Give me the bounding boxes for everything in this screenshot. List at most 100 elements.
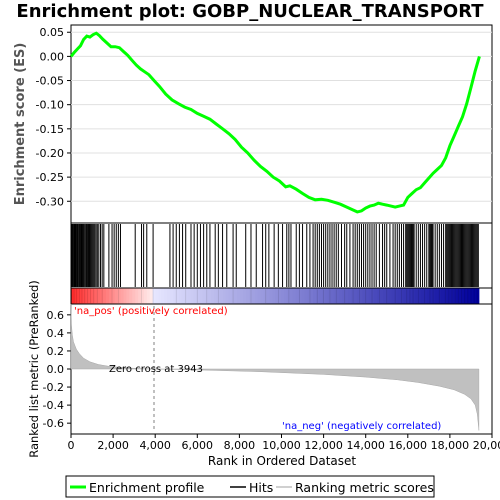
color-bar-segment xyxy=(126,288,130,304)
es-panel: 0.05 0.00 -0.05 -0.10 -0.15 -0.20 -0.25 -0.30 E… xyxy=(13,24,493,224)
color-bar-segment xyxy=(91,288,95,304)
color-bar-segment xyxy=(476,288,480,304)
es-ytick-label: 0.05 xyxy=(40,26,65,39)
color-bar-segment xyxy=(231,288,235,304)
color-bar-segment xyxy=(421,288,425,304)
color-bar-segment xyxy=(371,288,375,304)
color-bar-segment xyxy=(377,288,381,304)
color-bar-segment xyxy=(351,288,355,304)
color-bar-segment xyxy=(406,288,410,304)
es-ylabel: Enrichment score (ES) xyxy=(13,43,28,206)
color-bar-segment xyxy=(178,288,183,304)
es-ytick-label: -0.05 xyxy=(36,75,64,88)
color-bar-segment xyxy=(412,288,416,304)
es-ytick-label: -0.25 xyxy=(36,171,64,184)
x-tick-label: 8,000 xyxy=(224,439,256,452)
x-tick-label: 14,000 xyxy=(346,439,385,452)
color-bar-segment xyxy=(301,288,305,304)
color-bar-segment xyxy=(456,288,460,304)
color-bar-segment xyxy=(391,288,396,304)
color-bar-segment xyxy=(184,288,189,304)
color-bar-segment xyxy=(426,288,431,304)
color-bar-segment xyxy=(114,288,119,304)
color-bar-segment xyxy=(143,288,148,304)
x-tick-label: 4,000 xyxy=(139,439,171,452)
color-bar-segment xyxy=(138,288,142,304)
color-bar-segment xyxy=(205,288,209,304)
color-bar-segment xyxy=(135,288,139,304)
color-bar-segment xyxy=(380,288,384,304)
color-bar-segment xyxy=(359,288,364,304)
color-bar-segment xyxy=(152,288,157,304)
color-bar-segment xyxy=(246,288,250,304)
color-bar-segment xyxy=(310,288,314,304)
color-bar-segment xyxy=(450,288,454,304)
color-bar-segment xyxy=(251,288,256,304)
color-bar-segment xyxy=(71,288,75,304)
metric-panel: 0.6 0.4 0.2 0.0 -0.2 -0.4 -0.6 Zero cross at 3… xyxy=(27,280,493,458)
color-bar-segment xyxy=(260,288,265,304)
color-bar-segment xyxy=(254,288,259,304)
color-bar-segment xyxy=(432,288,437,304)
metric-ytick-label: -0.2 xyxy=(43,381,64,394)
legend-label-ranking-metric: Ranking metric scores xyxy=(295,480,434,495)
color-bar-segment xyxy=(170,288,174,304)
color-bar-segment xyxy=(248,288,253,304)
color-bar-segment xyxy=(211,288,215,304)
color-bar-segment xyxy=(383,288,387,304)
color-bar-segment xyxy=(458,288,463,304)
metric-ytick-label: 0.6 xyxy=(47,309,65,322)
color-bar-segment xyxy=(318,288,323,304)
color-bar-segment xyxy=(243,288,247,304)
color-bar-segment xyxy=(275,288,279,304)
color-bar-segment xyxy=(82,288,87,304)
color-bar-segment xyxy=(228,288,233,304)
color-bar-segment xyxy=(438,288,443,304)
color-bar-segment xyxy=(316,288,320,304)
es-ytick-label: 0.00 xyxy=(40,50,65,63)
x-tick-label: 2,000 xyxy=(97,439,129,452)
color-bar-segment xyxy=(237,288,241,304)
ranking-metric-area xyxy=(70,303,480,431)
color-bar-segment xyxy=(208,288,212,304)
es-panel-frame xyxy=(70,24,493,224)
color-bar-segment xyxy=(362,288,367,304)
color-bar-segment xyxy=(73,288,78,304)
hits-panel xyxy=(70,222,493,289)
color-bar-segment xyxy=(418,288,422,304)
zero-cross-label: Zero cross at 3943 xyxy=(109,364,203,375)
color-bar-segment xyxy=(272,288,276,304)
color-bar-segment xyxy=(295,288,300,304)
metric-ylabel: Ranked list metric (PreRanked) xyxy=(27,280,41,458)
color-bar-segment xyxy=(304,288,308,304)
color-bar-segment xyxy=(356,288,361,304)
color-bar-segment xyxy=(461,288,466,304)
color-bar-segment xyxy=(216,288,221,304)
color-bar-segment xyxy=(353,288,358,304)
x-tick-label: 18,000 xyxy=(431,439,470,452)
hit-lines xyxy=(71,224,479,287)
color-bar-segment xyxy=(103,288,107,304)
metric-ytick-label: 0.2 xyxy=(47,345,65,358)
color-bar-segment xyxy=(397,288,402,304)
color-bar-segment xyxy=(330,288,335,304)
color-bar-segment xyxy=(467,288,472,304)
rank-color-bar xyxy=(71,288,492,304)
x-tick-label: 20,000 xyxy=(473,439,500,452)
chart-title: Enrichment plot: GOBP_NUCLEAR_TRANSPORT xyxy=(16,1,484,22)
color-bar-segment xyxy=(342,288,346,304)
legend-frame xyxy=(65,475,435,498)
color-bar-segment xyxy=(141,288,145,304)
es-ytick-label: -0.15 xyxy=(36,123,64,136)
color-bar-segment xyxy=(196,288,200,304)
color-bar-segment xyxy=(100,288,104,304)
color-bar-segment xyxy=(269,288,273,304)
color-bar-segment xyxy=(199,288,203,304)
x-tick-label: 12,000 xyxy=(304,439,343,452)
es-ytick-label: -0.30 xyxy=(36,195,64,208)
color-bar-segment xyxy=(327,288,332,304)
color-bar-segment xyxy=(158,288,163,304)
x-axis-ticks: 0 2,000 4,000 6,000 8,000 10,000 12,000 14,000 1… xyxy=(68,434,500,452)
positive-correlation-label: 'na_pos' (positively correlated) xyxy=(74,306,228,317)
